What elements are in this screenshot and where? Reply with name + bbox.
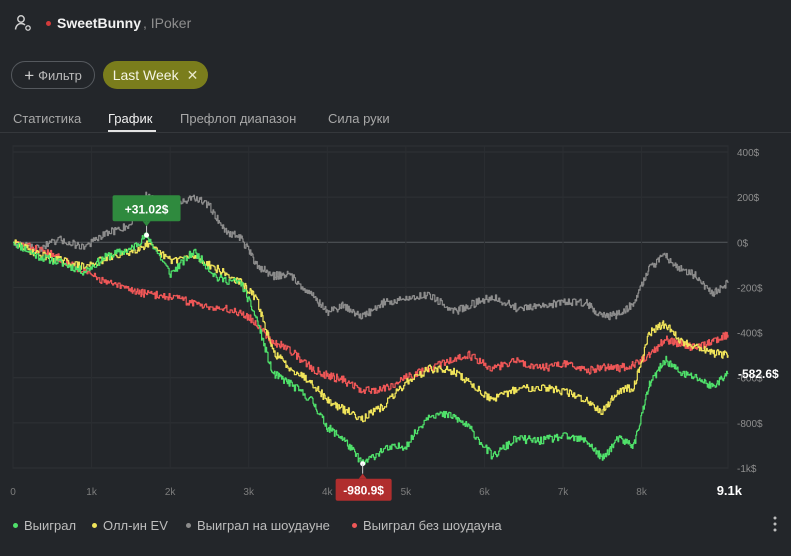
tab-graph[interactable]: График	[108, 111, 153, 126]
chart-annotations: +31.02$ -980.9$ -582.6$	[112, 195, 779, 501]
y-axis: 400$ 200$ 0$ -200$ -400$ -600$ -800$ -1k$	[737, 148, 763, 475]
more-options-icon[interactable]	[770, 515, 780, 533]
max-marker-dot	[144, 232, 150, 238]
legend-dot	[352, 523, 357, 528]
max-label-box	[112, 195, 181, 222]
min-value-label: -980.9$	[343, 484, 384, 498]
x-tick-label: 8k	[636, 487, 648, 498]
x-tick-label: 5k	[401, 487, 413, 498]
min-label-box	[335, 478, 392, 501]
legend-dot	[13, 523, 18, 528]
y-tick-label: -1k$	[737, 464, 757, 475]
y-tick-label: -400$	[737, 329, 763, 340]
period-chip-label: Last Week	[112, 67, 179, 83]
x-tick-label: 2k	[165, 487, 177, 498]
player-header: SweetBunny , IPoker	[14, 12, 191, 34]
x-tick-label: 3k	[243, 487, 255, 498]
profit-chart[interactable]: 400$ 200$ 0$ -200$ -400$ -600$ -800$ -1k$ 0 1k 2k…	[0, 140, 791, 510]
user-settings-icon[interactable]	[14, 14, 32, 32]
series-won-line	[13, 232, 729, 465]
tab-hand-strength[interactable]: Сила руки	[328, 111, 390, 126]
y-tick-label: -600$	[737, 374, 763, 385]
legend-item-allin-ev[interactable]: Олл-ин EV	[92, 518, 168, 533]
tab-statistics[interactable]: Статистика	[13, 111, 82, 126]
filter-button[interactable]: + Фильтр	[11, 61, 95, 89]
plus-icon: +	[24, 65, 35, 85]
max-value-label: +31.02$	[125, 202, 169, 216]
min-label-pointer	[358, 473, 367, 479]
current-value-label: -582.6$	[738, 367, 779, 381]
legend-item-won[interactable]: Выиграл	[13, 518, 76, 533]
status-dot	[46, 20, 51, 26]
tabs-divider	[0, 132, 791, 133]
site-name: , IPoker	[143, 15, 192, 31]
legend-label: Выиграл на шоудауне	[197, 518, 330, 533]
x-axis: 0 1k 2k 3k 4k 5k 6k 7k 8k 9.1k	[10, 483, 743, 498]
x-tick-label: 6k	[479, 487, 491, 498]
y-tick-label: 0$	[737, 238, 749, 249]
legend-dot	[92, 523, 97, 528]
close-icon[interactable]: ✕	[186, 66, 199, 83]
y-tick-label: 200$	[737, 193, 760, 204]
legend-item-no-showdown[interactable]: Выиграл без шоудауна	[352, 518, 502, 533]
legend-label: Выиграл без шоудауна	[363, 518, 502, 533]
max-label-pointer	[142, 221, 151, 227]
tab-preflop-range[interactable]: Префлоп диапазон	[180, 111, 297, 126]
player-name: SweetBunny	[57, 15, 142, 31]
active-tab-indicator	[108, 130, 156, 132]
x-tick-label: 1k	[86, 487, 98, 498]
legend-item-showdown[interactable]: Выиграл на шоудауне	[186, 518, 330, 533]
x-tick-label: 9.1k	[717, 483, 743, 498]
x-tick-label: 4k	[322, 487, 334, 498]
legend-label: Олл-ин EV	[103, 518, 168, 533]
x-tick-label: 7k	[558, 487, 570, 498]
y-tick-label: 400$	[737, 148, 760, 159]
x-tick-label: 0	[10, 487, 16, 498]
chart-grid	[12, 145, 729, 469]
legend-label: Выиграл	[24, 518, 77, 533]
period-filter-chip[interactable]: Last Week ✕	[103, 61, 208, 89]
legend-dot	[186, 523, 191, 528]
filter-label: Фильтр	[38, 67, 82, 83]
y-tick-label: -200$	[737, 283, 763, 294]
series-no-showdown-line	[13, 239, 729, 394]
plot-border	[12, 145, 729, 469]
y-tick-label: -800$	[737, 419, 763, 430]
series-allin-ev-line	[13, 239, 729, 423]
